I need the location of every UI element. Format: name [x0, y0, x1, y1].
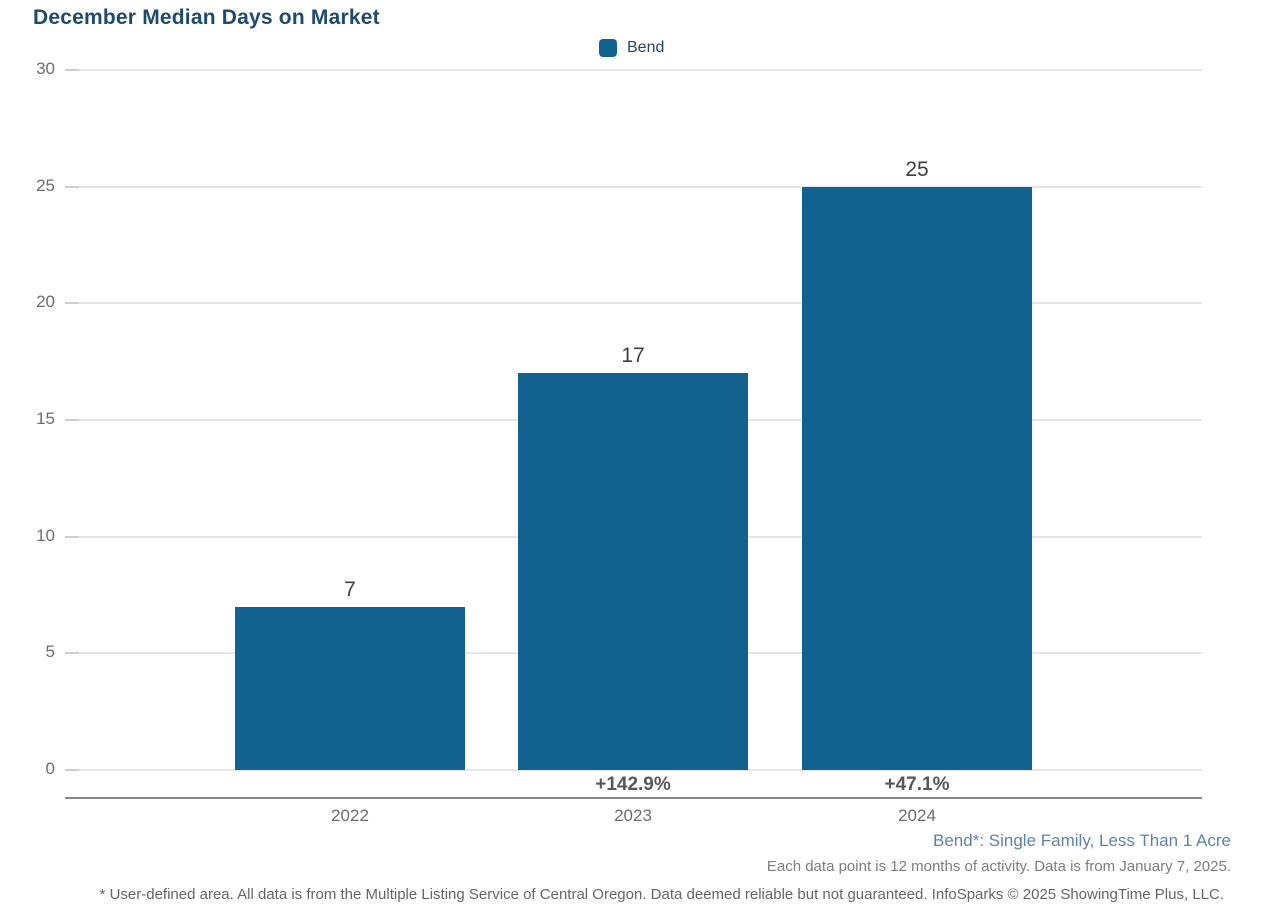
- gridline-y-30: [65, 69, 1202, 71]
- x-tick-label-2024: 2024: [898, 806, 936, 825]
- bar-value-label-2023: 17: [621, 344, 645, 368]
- x-tick-label-2023: 2023: [614, 806, 652, 825]
- y-axis-tick: [65, 302, 79, 305]
- bar-2024[interactable]: [802, 186, 1032, 770]
- legend: Bend: [599, 39, 664, 57]
- y-axis-tick: [65, 419, 79, 421]
- bar-2023[interactable]: [518, 373, 748, 770]
- y-axis-tick: [65, 69, 79, 71]
- y-axis-tick: [65, 535, 79, 538]
- series-definition-note: Bend*: Single Family, Less Than 1 Acre: [933, 831, 1231, 850]
- legend-label-bend: Bend: [627, 39, 665, 56]
- y-tick-label-0: 0: [45, 759, 55, 778]
- y-tick-label-10: 10: [36, 525, 55, 545]
- bar-2022[interactable]: [235, 606, 465, 770]
- gridline-y-20: [65, 302, 1202, 305]
- bar-value-label-2024: 25: [905, 157, 929, 181]
- pct-change-label-2023: +142.9%: [595, 774, 671, 795]
- y-tick-label-15: 15: [36, 409, 55, 428]
- y-tick-label-20: 20: [36, 292, 55, 312]
- bend-legend-swatch-icon: [599, 39, 617, 57]
- y-tick-label-30: 30: [36, 59, 55, 78]
- y-tick-label-5: 5: [45, 642, 55, 662]
- y-axis-tick: [65, 185, 79, 188]
- bar-value-label-2022: 7: [344, 577, 356, 601]
- gridline-y-0: [65, 769, 1202, 771]
- x-tick-label-2022: 2022: [331, 806, 369, 825]
- pct-change-label-2024: +47.1%: [884, 774, 950, 795]
- y-axis-tick: [65, 652, 79, 655]
- y-tick-label-25: 25: [36, 175, 55, 195]
- chart-title: December Median Days on Market: [33, 6, 380, 29]
- x-axis-line: [65, 797, 1202, 799]
- y-axis-tick: [65, 769, 79, 771]
- activity-note: Each data point is 12 months of activity…: [766, 858, 1231, 875]
- gridline-y-25: [65, 185, 1202, 188]
- disclaimer-note: * User-defined area. All data is from th…: [99, 886, 1224, 903]
